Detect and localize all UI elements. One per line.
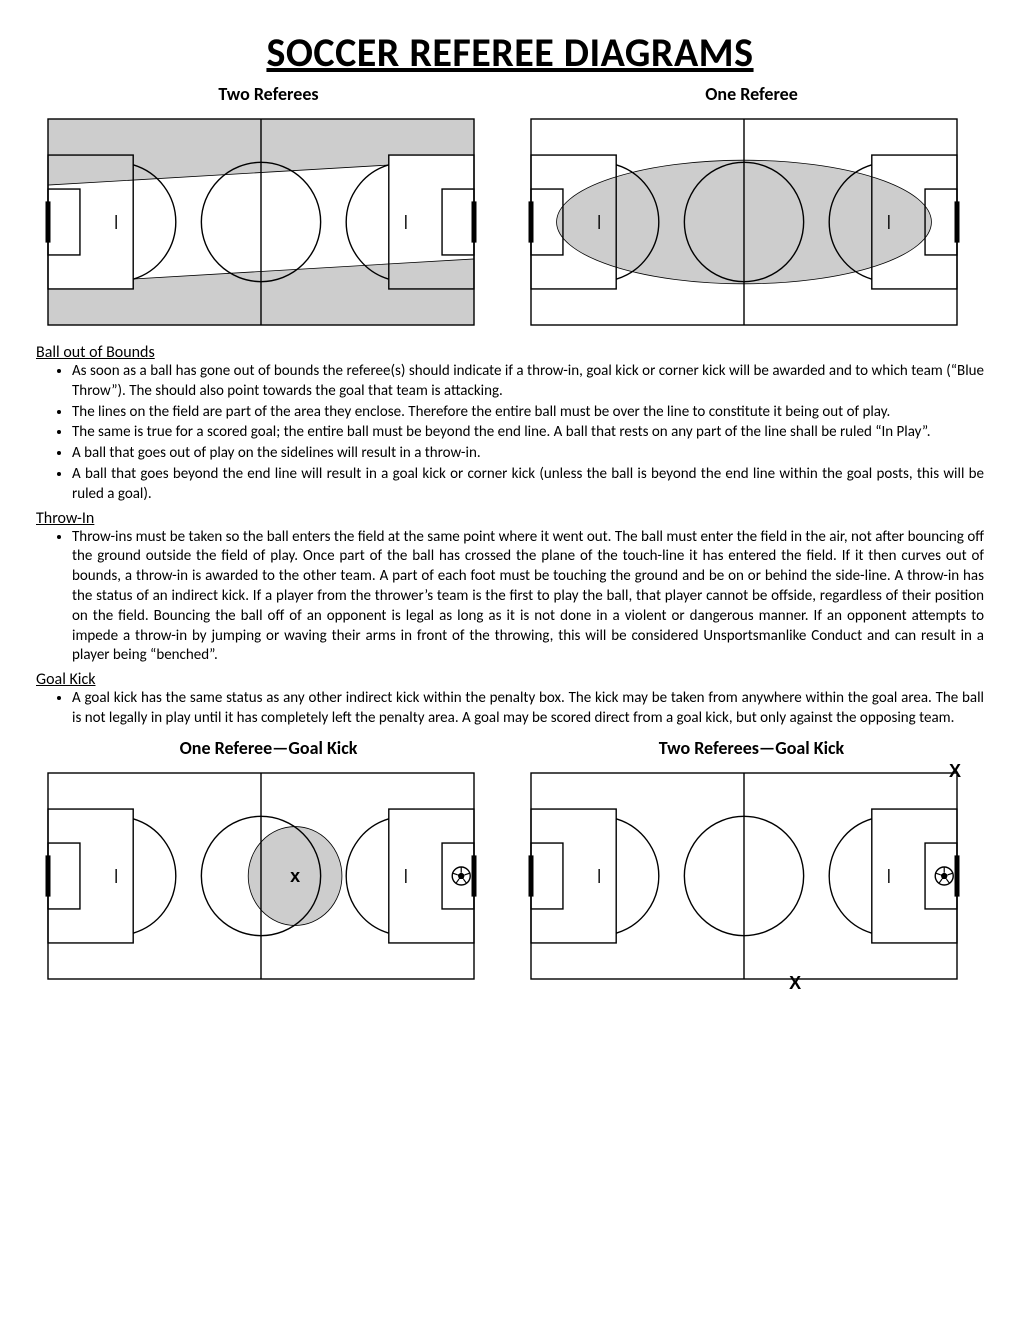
field-svg-slot: x (36, 761, 501, 991)
svg-text:X: X (949, 761, 961, 781)
bullet-item: The same is true for a scored goal; the … (72, 423, 984, 443)
bullet-list: Throw-ins must be taken so the ball ente… (36, 528, 984, 667)
bullet-list: A goal kick has the same status as any o… (36, 689, 984, 729)
bullet-item: A goal kick has the same status as any o… (72, 689, 984, 729)
bottom-diagram-row: One Referee—Goal Kick x Two Referees—Goa… (36, 737, 984, 991)
section-heading: Ball out of Bounds (36, 343, 984, 362)
section-goal-kick: Goal Kick A goal kick has the same statu… (36, 670, 984, 729)
svg-text:X: X (789, 973, 801, 991)
section-ball-out-of-bounds: Ball out of Bounds As soon as a ball has… (36, 343, 984, 505)
bullet-item: A ball that goes out of play on the side… (72, 444, 984, 464)
svg-text:x: x (290, 866, 300, 886)
diagram-caption: Two Referees—Goal Kick (519, 737, 984, 759)
section-heading: Throw-In (36, 509, 984, 528)
diagram-caption: Two Referees (36, 83, 501, 105)
bullet-list: As soon as a ball has gone out of bounds… (36, 362, 984, 505)
diagram-one-referee: One Referee (519, 83, 984, 337)
bullet-item: The lines on the field are part of the a… (72, 403, 984, 423)
field-svg-slot: XX (519, 761, 984, 991)
diagram-caption: One Referee—Goal Kick (36, 737, 501, 759)
section-heading: Goal Kick (36, 670, 984, 689)
bullet-item: A ball that goes beyond the end line wil… (72, 465, 984, 505)
diagram-caption: One Referee (519, 83, 984, 105)
section-throw-in: Throw-In Throw-ins must be taken so the … (36, 509, 984, 667)
bullet-item: Throw-ins must be taken so the ball ente… (72, 528, 984, 667)
field-svg-slot (36, 107, 501, 337)
diagram-two-referees: Two Referees (36, 83, 501, 337)
diagram-one-ref-goalkick: One Referee—Goal Kick x (36, 737, 501, 991)
bullet-item: As soon as a ball has gone out of bounds… (72, 362, 984, 402)
diagram-two-ref-goalkick: Two Referees—Goal Kick XX (519, 737, 984, 991)
top-diagram-row: Two Referees One Referee (36, 83, 984, 337)
field-svg-slot (519, 107, 984, 337)
page-title: SOCCER REFEREE DIAGRAMS (36, 28, 984, 77)
